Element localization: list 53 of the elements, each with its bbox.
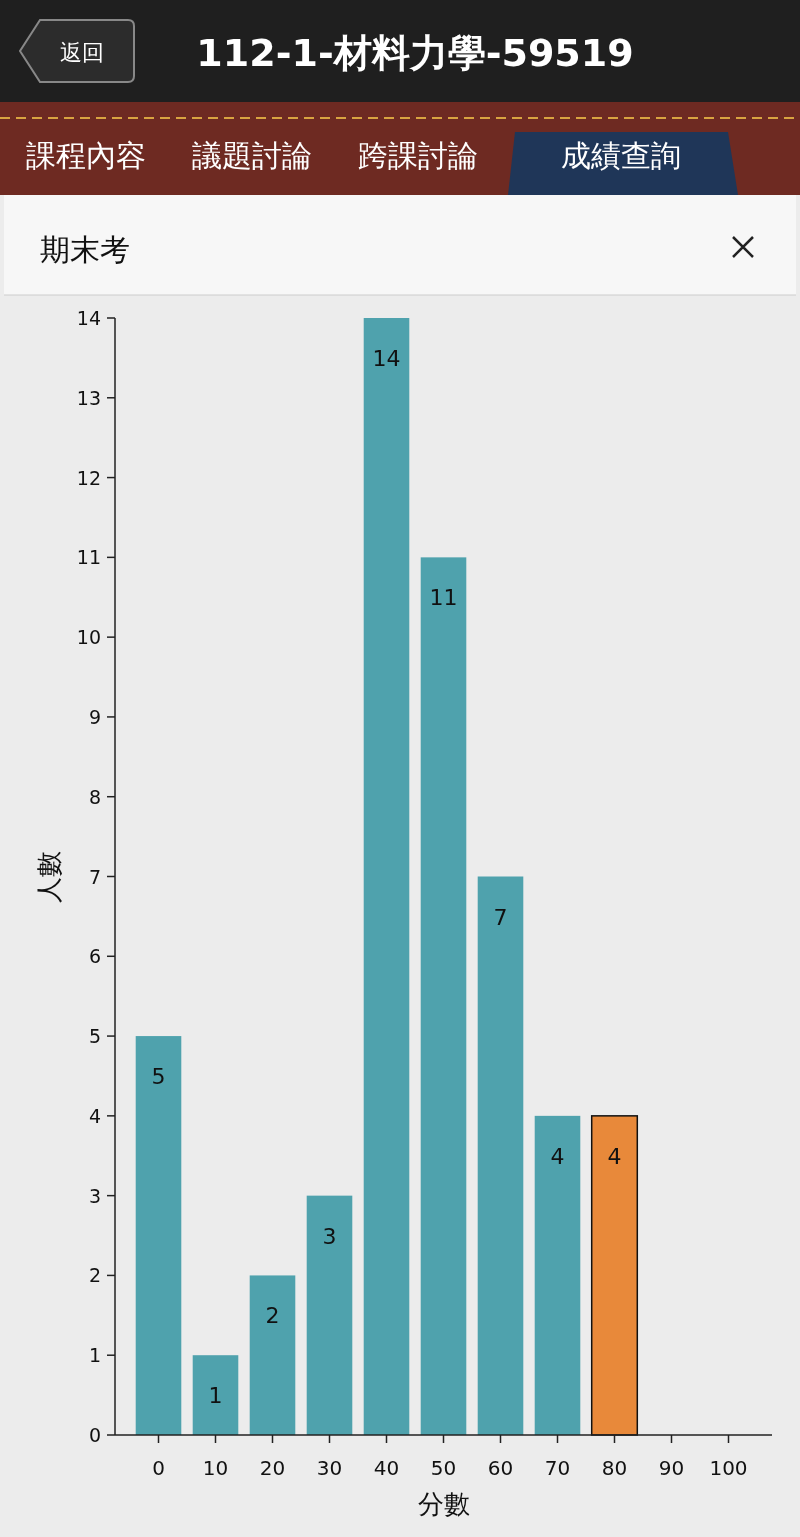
bar (534, 1115, 581, 1435)
y-tick-label: 10 (76, 626, 101, 649)
text: 返回 (60, 40, 104, 65)
text: 成績查詢 (561, 138, 681, 173)
x-tick-label: 20 (259, 1456, 286, 1480)
data-label: 11 (429, 585, 458, 611)
data-label: 4 (550, 1143, 565, 1169)
y-tick-label: 2 (88, 1264, 101, 1287)
y-tick-label: 5 (88, 1025, 101, 1048)
y-axis-title: 人數 (34, 850, 64, 903)
bar (477, 876, 524, 1435)
text: 議題討論 (192, 138, 312, 173)
bar (420, 557, 467, 1435)
y-tick-label: 8 (88, 785, 101, 808)
y-tick-label: 7 (88, 865, 101, 888)
x-tick-label: 90 (658, 1456, 685, 1480)
x-tick-label: 10 (202, 1456, 229, 1480)
chart-title: 112-1-材料力學-59519 (196, 31, 634, 75)
data-label: 14 (372, 346, 401, 371)
bar (306, 1195, 353, 1435)
x-tick-label: 50 (430, 1456, 457, 1480)
data-label: 3 (322, 1223, 337, 1249)
y-tick-label: 11 (76, 546, 101, 569)
data-label: 7 (493, 904, 508, 930)
y-tick-label: 6 (88, 945, 101, 968)
text: 跨課討論 (358, 138, 478, 173)
x-axis-title: 分數 (417, 1489, 470, 1519)
y-tick-label: 0 (88, 1424, 101, 1446)
data-label: 1 (208, 1383, 223, 1409)
x-tick-label: 60 (487, 1456, 514, 1480)
bar (135, 1036, 182, 1435)
bar (363, 318, 410, 1435)
text: 課程內容 (26, 138, 146, 173)
y-tick-label: 3 (88, 1184, 101, 1207)
data-label: 2 (265, 1303, 280, 1329)
chart-subtitle: 期末考 (40, 232, 130, 267)
y-tick-label: 14 (76, 307, 101, 329)
y-tick-label: 13 (76, 386, 101, 409)
y-tick-label: 12 (76, 466, 101, 489)
x-tick-label: 70 (544, 1456, 571, 1480)
x-tick-label: 30 (316, 1456, 343, 1480)
data-label: 4 (607, 1143, 622, 1169)
x-tick-label: 80 (601, 1456, 628, 1480)
x-tick-label: 0 (152, 1456, 165, 1480)
y-tick-label: 9 (88, 705, 101, 728)
bar (590, 1115, 639, 1436)
y-tick-label: 1 (88, 1344, 101, 1367)
bar (192, 1355, 239, 1435)
bar (249, 1275, 296, 1435)
x-tick-label: 40 (373, 1456, 400, 1480)
data-label: 5 (151, 1064, 166, 1090)
x-tick-label: 100 (709, 1456, 748, 1480)
y-tick-label: 4 (88, 1104, 101, 1127)
